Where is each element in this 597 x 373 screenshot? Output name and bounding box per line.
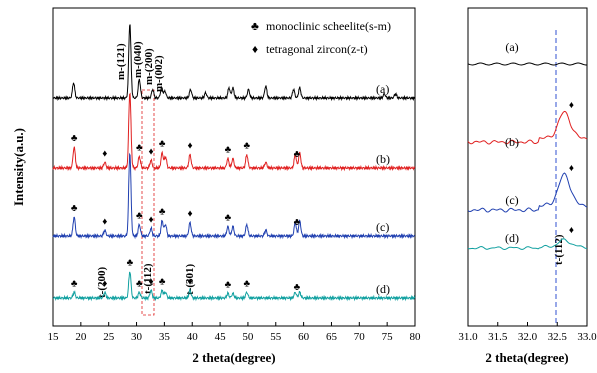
main-series-line bbox=[52, 271, 416, 302]
club-marker: ♣ bbox=[294, 149, 301, 160]
zoom-series-line bbox=[467, 62, 587, 66]
main-x-tick-label: 35 bbox=[159, 331, 171, 343]
zoom-series-line bbox=[467, 238, 587, 251]
zoom-series-label: (a) bbox=[505, 40, 518, 54]
diamond-marker: ♦ bbox=[148, 146, 153, 157]
diamond-marker: ♦ bbox=[187, 209, 192, 220]
main-x-tick-label: 75 bbox=[382, 331, 394, 343]
main-plot-content: 15 20 25 30 35 40 45 50 55 60 65 70 75 80(a)(b)♣♣ ♣♣ ♣♣… bbox=[48, 24, 422, 343]
annotation-t301: t-(301) bbox=[184, 264, 196, 295]
diamond-marker: ♦ bbox=[569, 163, 574, 174]
club-marker: ♣ bbox=[136, 278, 143, 289]
main-series-label: (a) bbox=[376, 82, 389, 96]
diamond-marker: ♦ bbox=[148, 214, 153, 225]
legend-diamond-symbol: ♦ bbox=[252, 42, 258, 56]
annotation-t200: t-(200) bbox=[96, 267, 108, 298]
club-marker: ♣ bbox=[71, 203, 78, 214]
zoom-x-tick-label: 32.0 bbox=[518, 331, 538, 343]
legend-club-symbol: ♣ bbox=[251, 19, 259, 33]
main-x-tick-label: 60 bbox=[298, 331, 310, 343]
diamond-marker: ♦ bbox=[569, 100, 574, 111]
diamond-marker: ♦ bbox=[148, 276, 153, 287]
club-marker: ♣ bbox=[244, 278, 251, 289]
zoom-series-line bbox=[467, 110, 588, 145]
club-marker: ♣ bbox=[294, 282, 301, 293]
club-marker: ♣ bbox=[159, 276, 166, 287]
zoom-x-tick-label: 31.5 bbox=[488, 331, 508, 343]
zoom-x-tick-label: 33.0 bbox=[577, 331, 597, 343]
annotation-m040: m-(040) bbox=[132, 41, 144, 78]
main-series-line bbox=[52, 152, 415, 240]
club-marker: ♣ bbox=[159, 207, 166, 218]
club-marker: ♣ bbox=[159, 139, 166, 150]
club-marker: ♣ bbox=[71, 278, 78, 289]
main-x-tick-label: 30 bbox=[131, 331, 143, 343]
main-x-tick-label: 25 bbox=[103, 331, 115, 343]
legend-label-zircon: tetragonal zircon(z-t) bbox=[266, 42, 368, 56]
diamond-marker: ♦ bbox=[187, 276, 192, 287]
legend: ♣ monoclinic scheelite(s-m) ♦ tetragonal… bbox=[251, 19, 391, 56]
club-marker: ♣ bbox=[225, 279, 232, 290]
zoom-region-box bbox=[141, 89, 155, 316]
main-x-tick-label: 15 bbox=[48, 331, 60, 343]
zoom-series-label: (b) bbox=[505, 135, 519, 149]
club-marker: ♣ bbox=[225, 144, 232, 155]
zoom-series-line bbox=[467, 172, 588, 213]
diamond-marker: ♦ bbox=[102, 278, 107, 289]
legend-label-scheelite: monoclinic scheelite(s-m) bbox=[266, 19, 391, 33]
main-x-tick-label: 65 bbox=[326, 331, 338, 343]
main-x-axis-title: 2 theta(degree) bbox=[192, 350, 275, 365]
main-x-tick-label: 70 bbox=[354, 331, 366, 343]
main-x-tick-label: 50 bbox=[242, 331, 254, 343]
main-x-tick-label: 55 bbox=[270, 331, 282, 343]
zoom-x-tick-label: 32.5 bbox=[548, 331, 568, 343]
diamond-marker: ♦ bbox=[187, 141, 192, 152]
zoom-x-axis-title: 2 theta(degree) bbox=[485, 350, 568, 365]
club-marker: ♣ bbox=[225, 212, 232, 223]
diamond-marker: ♦ bbox=[102, 216, 107, 227]
diamond-marker: ♦ bbox=[569, 225, 574, 236]
club-marker: ♣ bbox=[136, 143, 143, 154]
zoom-series-label: (d) bbox=[505, 231, 519, 245]
club-marker: ♣ bbox=[244, 141, 251, 152]
zoom-series-label: (c) bbox=[505, 193, 518, 207]
main-series-label: (c) bbox=[376, 220, 389, 234]
annotation-t112: t-(112) bbox=[142, 263, 154, 294]
club-marker: ♣ bbox=[127, 257, 134, 268]
club-marker: ♣ bbox=[71, 133, 78, 144]
zoom-x-tick-label: 31.0 bbox=[458, 331, 478, 343]
annotation-m200: m-(200) bbox=[143, 48, 155, 85]
zoom-annotation-t112: t-(112) bbox=[553, 234, 565, 265]
club-marker: ♣ bbox=[294, 217, 301, 228]
main-x-tick-label: 45 bbox=[215, 331, 227, 343]
main-x-tick-label: 80 bbox=[410, 331, 422, 343]
main-x-tick-label: 20 bbox=[75, 331, 87, 343]
main-series-label: (d) bbox=[376, 282, 390, 296]
annotation-m121: m-(121) bbox=[115, 43, 127, 80]
main-series-label: (b) bbox=[376, 152, 390, 166]
club-marker: ♣ bbox=[136, 211, 143, 222]
main-x-tick-label: 40 bbox=[187, 331, 199, 343]
annotation-m002: m-(002) bbox=[153, 55, 165, 92]
main-y-axis-title: Intensity(a.u.) bbox=[11, 128, 26, 206]
zoom-plot-content: 31.0 31.5 32.0 32.5 33.0 (a) (b) ♦ (c) ♦ (d) ♦ bbox=[458, 40, 597, 343]
main-series-line bbox=[52, 92, 416, 172]
main-series-line bbox=[52, 24, 416, 102]
diamond-marker: ♦ bbox=[102, 148, 107, 159]
